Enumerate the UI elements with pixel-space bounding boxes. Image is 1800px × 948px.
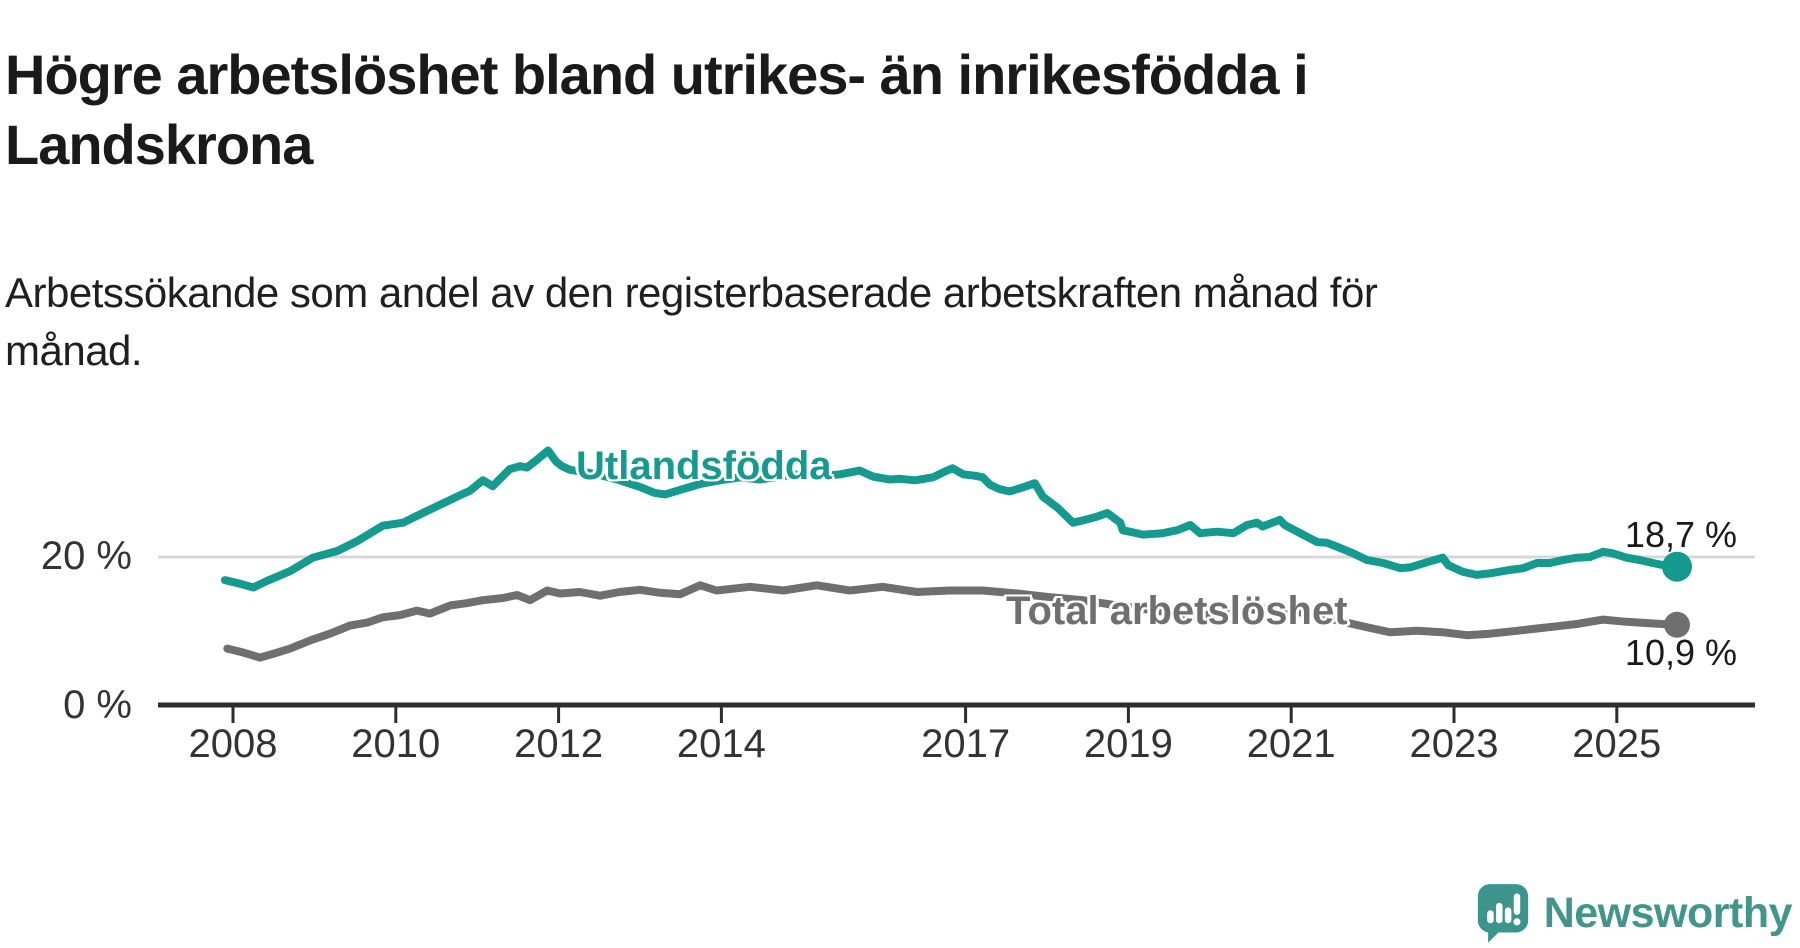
end-value-label-total: 10,9 % [1624, 632, 1737, 673]
series-label-total-arbetsloshet: Total arbetslöshet [1006, 589, 1348, 633]
y-axis-label-20: 20 % [40, 534, 132, 578]
newsworthy-logo: Newsworthy [1476, 882, 1793, 944]
data-line-total [223, 581, 1681, 662]
x-axis-label-2010: 2010 [351, 722, 441, 766]
newsworthy-wordmark: Newsworthy [1543, 888, 1793, 937]
page-title: Högre arbetslöshet bland utrikes- än inr… [5, 40, 1755, 181]
title-line-2: Landskrona [5, 113, 313, 177]
x-axis-label-2008: 2008 [188, 722, 278, 766]
end-value-label-utlandsfodda: 18,7 % [1624, 514, 1737, 555]
end-dot-total [1664, 611, 1690, 638]
subtitle-line-1: Arbetssökande som andel av den registerb… [5, 269, 1378, 316]
x-axis-label-2017: 2017 [921, 722, 1011, 766]
series-label-utlandsfodda: Utlandsfödda [576, 444, 832, 488]
end-dot-utlandsfodda [1662, 551, 1692, 582]
x-axis-label-2019: 2019 [1083, 722, 1173, 766]
newsworthy-icon [1477, 884, 1528, 943]
x-axis-label-2021: 2021 [1246, 722, 1336, 766]
chart-subtitle: Arbetssökande som andel av den registerb… [5, 264, 1705, 380]
subtitle-line-2: månad. [5, 326, 143, 374]
y-axis-label-0: 0 % [63, 683, 132, 727]
x-axis-label-2014: 2014 [676, 722, 766, 766]
x-axis-label-2023: 2023 [1409, 722, 1499, 766]
data-line-utlandsfodda [220, 446, 1681, 592]
title-line-1: Högre arbetslöshet bland utrikes- än inr… [5, 42, 1309, 106]
x-axis-label-2025: 2025 [1572, 722, 1662, 766]
x-axis-label-2012: 2012 [514, 722, 604, 766]
